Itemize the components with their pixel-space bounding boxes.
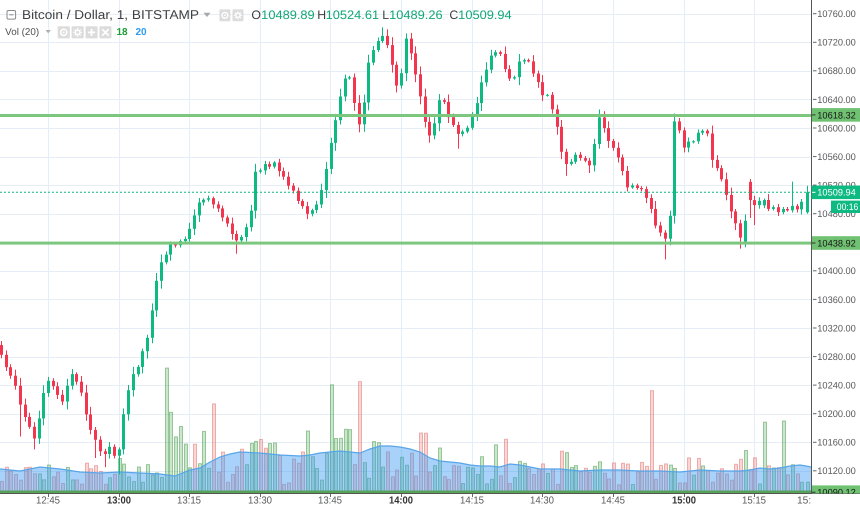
svg-text:14:00: 14:00 bbox=[389, 496, 413, 506]
svg-text:10090.12: 10090.12 bbox=[817, 488, 856, 499]
svg-text:10760.00: 10760.00 bbox=[817, 9, 856, 20]
svg-text:12:45: 12:45 bbox=[36, 496, 60, 506]
svg-text:10438.92: 10438.92 bbox=[817, 238, 856, 249]
svg-text:10200.00: 10200.00 bbox=[817, 409, 856, 420]
svg-text:10360.00: 10360.00 bbox=[817, 295, 856, 306]
svg-text:10400.00: 10400.00 bbox=[817, 266, 856, 277]
svg-text:10480.00: 10480.00 bbox=[817, 209, 856, 220]
svg-text:10509.94: 10509.94 bbox=[458, 8, 512, 22]
svg-text:10240.00: 10240.00 bbox=[817, 381, 856, 392]
svg-text:14:45: 14:45 bbox=[601, 496, 625, 506]
svg-text:00:16: 00:16 bbox=[837, 202, 859, 213]
svg-text:15:: 15: bbox=[797, 496, 811, 506]
svg-text:C: C bbox=[449, 8, 458, 22]
svg-text:10560.00: 10560.00 bbox=[817, 152, 856, 163]
svg-text:10720.00: 10720.00 bbox=[817, 38, 856, 49]
svg-text:Bitcoin / Dollar, 1, BITSTAMP: Bitcoin / Dollar, 1, BITSTAMP bbox=[22, 7, 199, 22]
svg-text:L: L bbox=[382, 8, 389, 22]
svg-text:O: O bbox=[251, 8, 261, 22]
svg-text:10524.61: 10524.61 bbox=[326, 8, 380, 22]
svg-text:10509.94: 10509.94 bbox=[817, 188, 856, 199]
svg-text:Vol (20): Vol (20) bbox=[5, 27, 39, 38]
svg-text:10600.00: 10600.00 bbox=[817, 123, 856, 134]
svg-text:10489.26: 10489.26 bbox=[389, 8, 443, 22]
svg-text:10120.00: 10120.00 bbox=[817, 466, 856, 477]
svg-text:10640.00: 10640.00 bbox=[817, 95, 856, 106]
svg-text:14:15: 14:15 bbox=[460, 496, 484, 506]
svg-text:10680.00: 10680.00 bbox=[817, 66, 856, 77]
svg-text:10160.00: 10160.00 bbox=[817, 438, 856, 449]
svg-text:13:00: 13:00 bbox=[107, 496, 131, 506]
svg-text:10618.32: 10618.32 bbox=[817, 110, 856, 121]
svg-text:15:00: 15:00 bbox=[672, 496, 696, 506]
svg-text:20: 20 bbox=[136, 27, 148, 38]
svg-text:13:15: 13:15 bbox=[177, 496, 201, 506]
svg-text:18: 18 bbox=[117, 27, 129, 38]
svg-text:10280.00: 10280.00 bbox=[817, 352, 856, 363]
svg-text:H: H bbox=[317, 8, 326, 22]
svg-text:14:30: 14:30 bbox=[530, 496, 554, 506]
svg-text:13:45: 13:45 bbox=[318, 496, 342, 506]
svg-text:10489.89: 10489.89 bbox=[261, 8, 315, 22]
svg-text:15:15: 15:15 bbox=[742, 496, 766, 506]
svg-text:13:30: 13:30 bbox=[248, 496, 272, 506]
svg-text:10320.00: 10320.00 bbox=[817, 323, 856, 334]
